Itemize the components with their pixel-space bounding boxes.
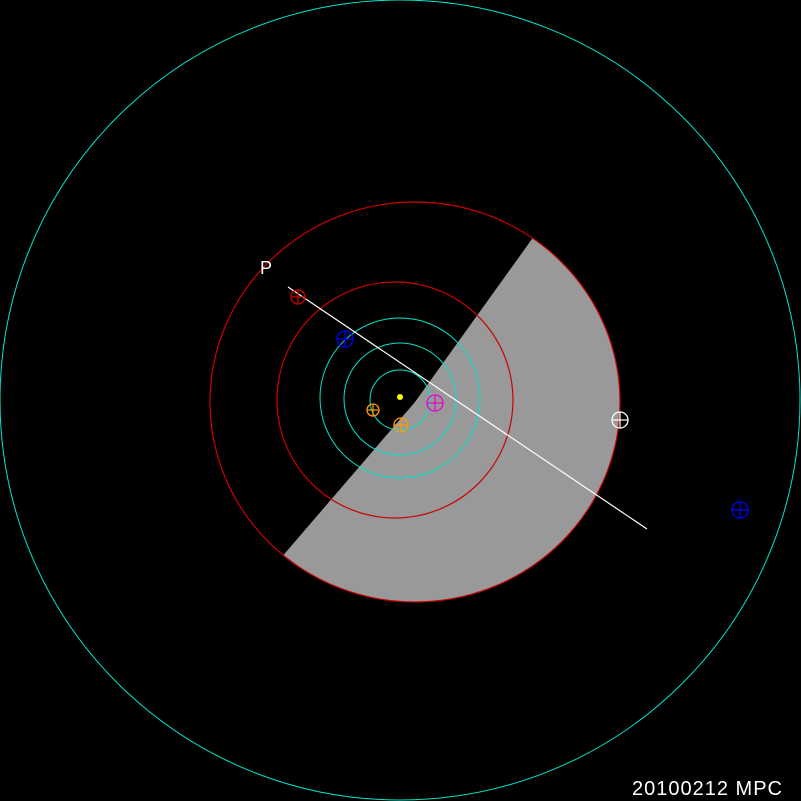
watermark-text: 20100212 MPC: [632, 778, 783, 801]
sun: [397, 394, 403, 400]
orbit-diagram: [0, 0, 801, 801]
perihelion-label: P: [260, 258, 272, 279]
